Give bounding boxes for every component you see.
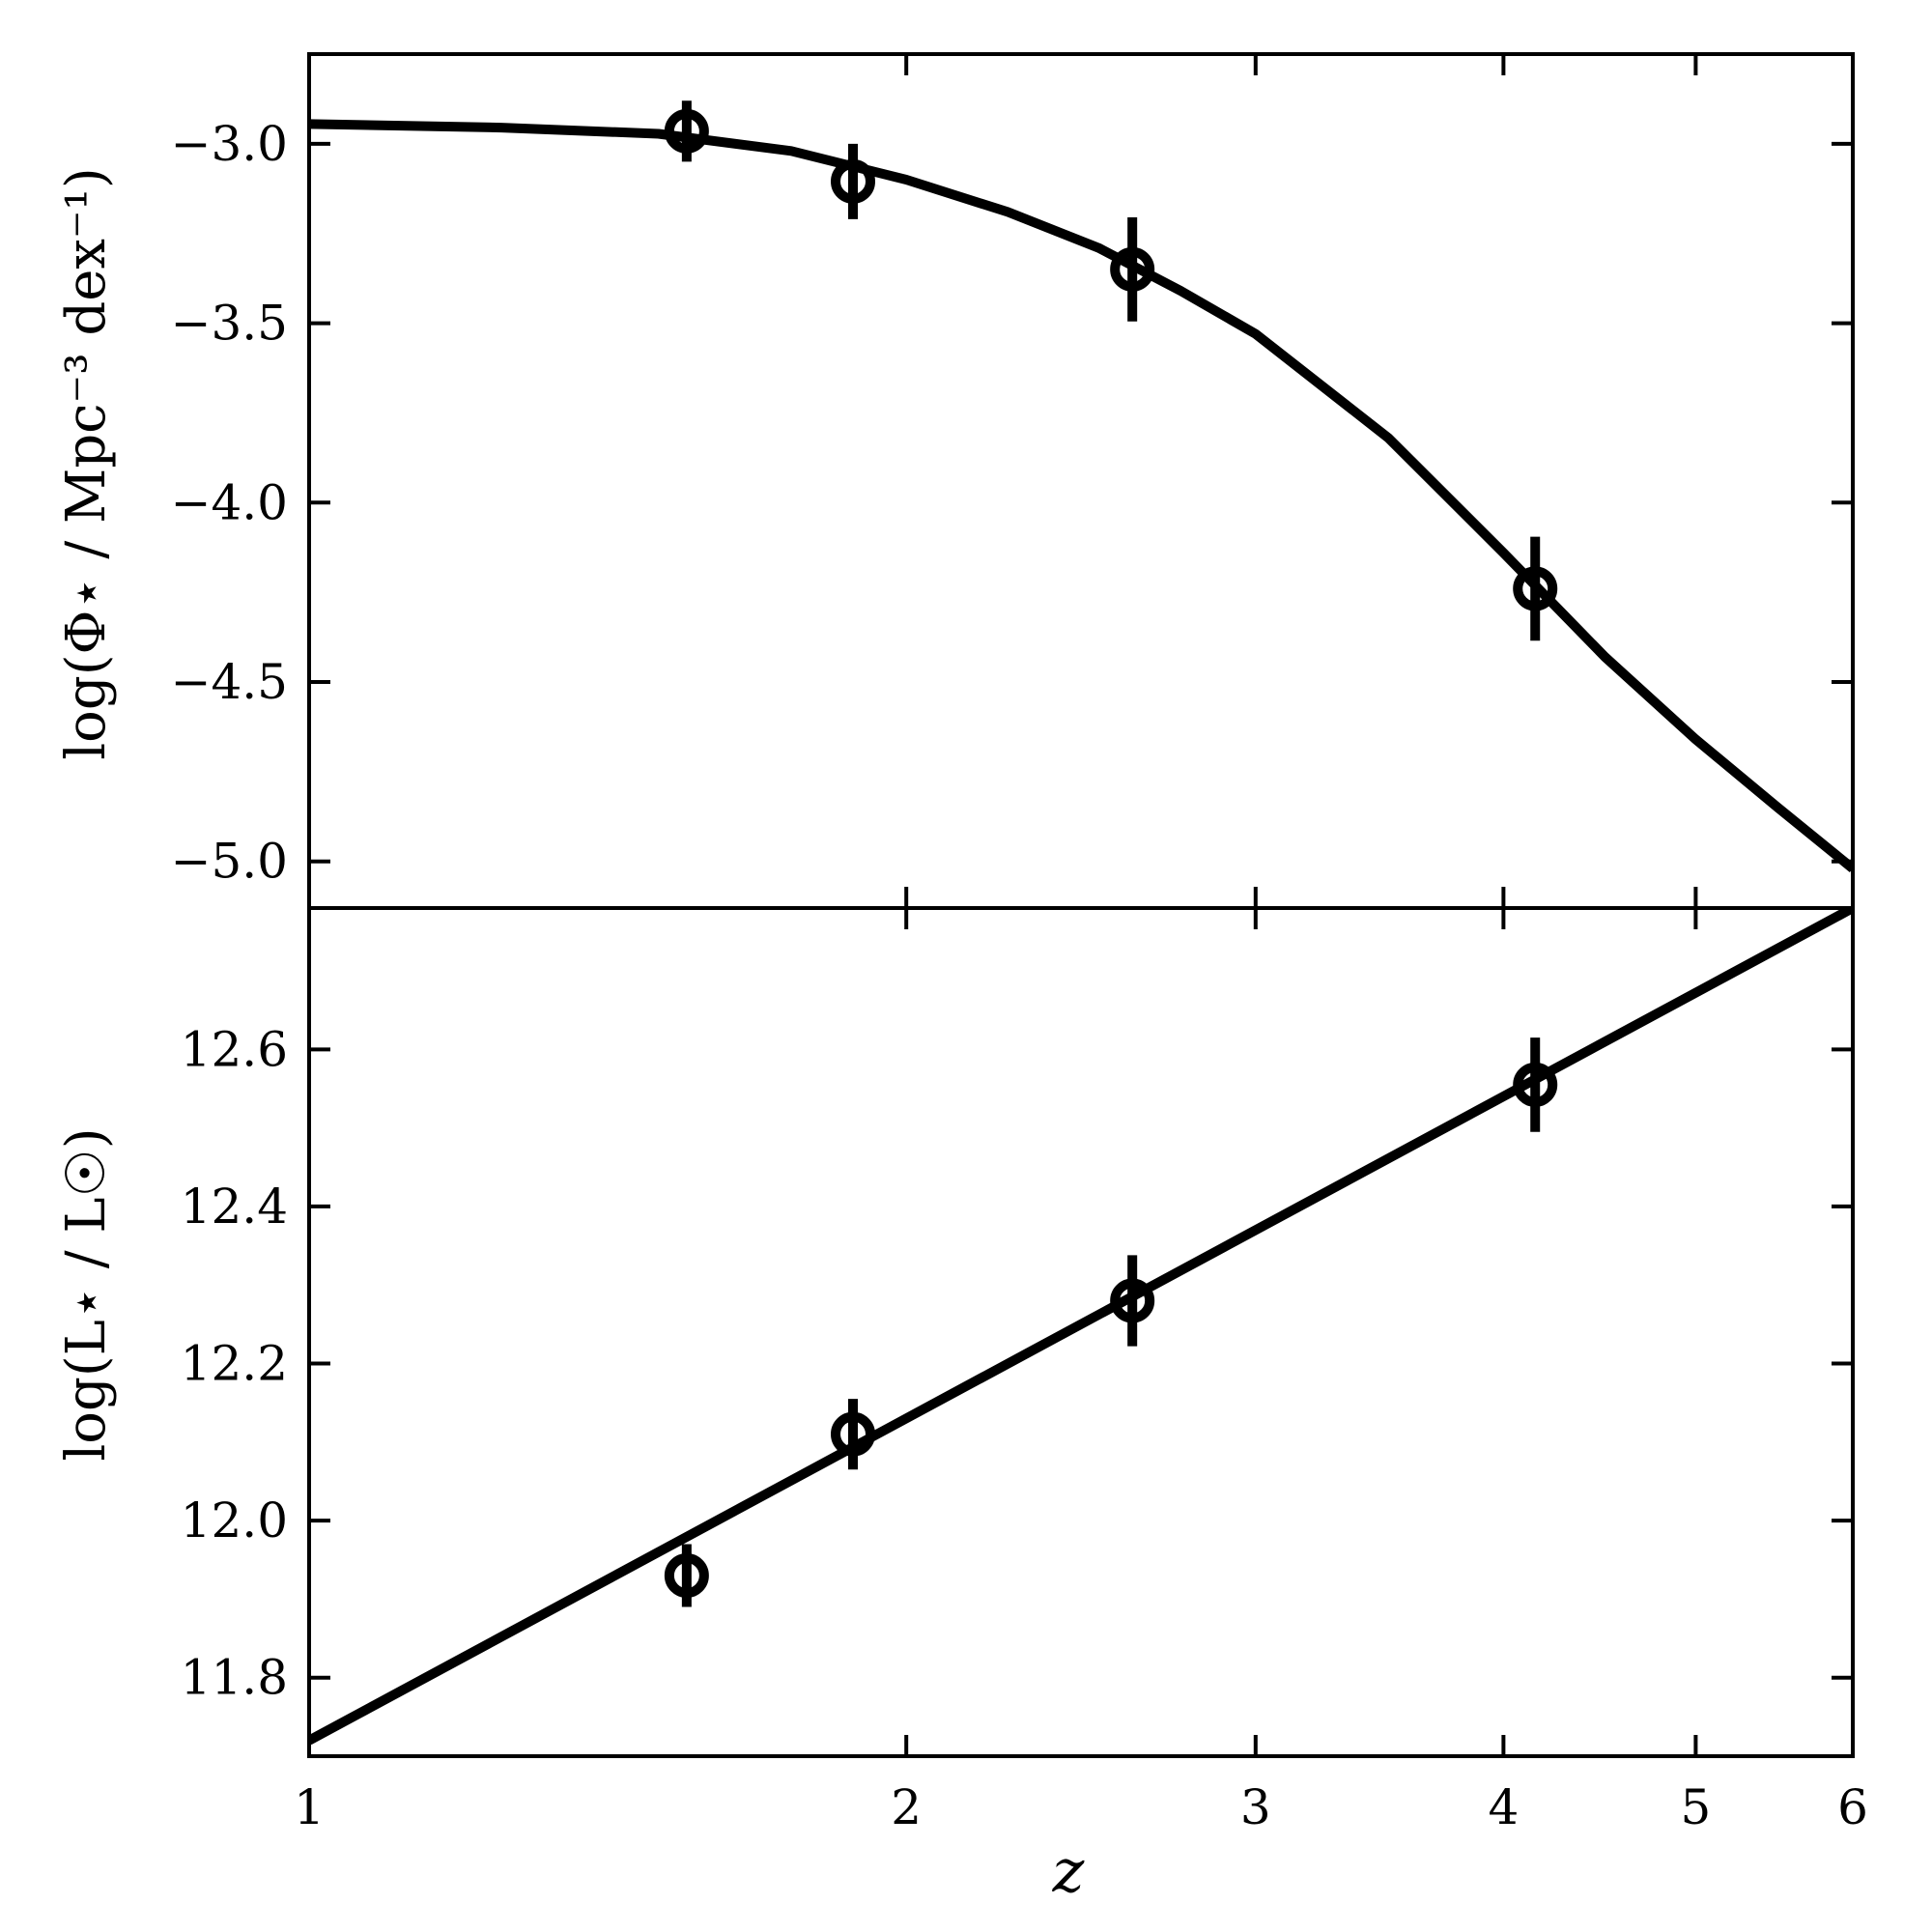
bottom-y-tick-label: 12.6 xyxy=(181,1021,288,1077)
bottom-y-tick-label: 12.0 xyxy=(181,1492,288,1548)
top-data-point xyxy=(664,108,709,154)
top-data-point xyxy=(831,158,876,204)
bottom-panel: 11.8 12.0 12.2 12.4 12.6 1 2 3 4 5 6 xyxy=(181,906,1868,1835)
top-y-tick-label: −3.5 xyxy=(171,296,288,352)
bottom-y-tick-label: 12.2 xyxy=(181,1336,288,1392)
top-data-point xyxy=(1513,566,1558,611)
top-y-tick-label: −4.5 xyxy=(171,654,288,710)
bottom-data-point xyxy=(1513,1062,1558,1107)
x-tick-label: 5 xyxy=(1680,1779,1711,1835)
bottom-plot-frame xyxy=(307,906,1855,1758)
top-y-tick-label: −3.0 xyxy=(171,116,288,172)
x-tick-label: 1 xyxy=(294,1779,325,1835)
top-panel: −3.0 −3.5 −4.0 −4.5 −5.0 xyxy=(171,52,1855,910)
bottom-y-tick-label: 12.4 xyxy=(181,1179,288,1235)
x-tick-label: 6 xyxy=(1837,1779,1868,1835)
bottom-data-point xyxy=(1110,1278,1155,1323)
top-y-tick-label: −5.0 xyxy=(171,834,288,890)
x-axis-label: z xyxy=(1052,1835,1085,1906)
x-tick-label: 3 xyxy=(1240,1779,1271,1835)
top-plot-frame xyxy=(307,52,1855,910)
top-data-point xyxy=(1110,246,1155,292)
top-y-axis-label: log(Φ⋆ / Mpc⁻³ dex⁻¹) xyxy=(55,167,118,760)
x-tick-label: 2 xyxy=(891,1779,922,1835)
bottom-y-axis-label: log(L⋆ / L☉) xyxy=(55,1127,118,1461)
top-model-curve xyxy=(309,119,1853,872)
bottom-y-tick-label: 11.8 xyxy=(181,1650,288,1706)
bottom-data-point xyxy=(831,1411,876,1457)
top-y-tick-label: −4.0 xyxy=(171,474,288,530)
x-tick-label: 4 xyxy=(1488,1779,1519,1835)
bottom-model-curve xyxy=(309,908,1853,1746)
bottom-data-point xyxy=(664,1553,709,1599)
